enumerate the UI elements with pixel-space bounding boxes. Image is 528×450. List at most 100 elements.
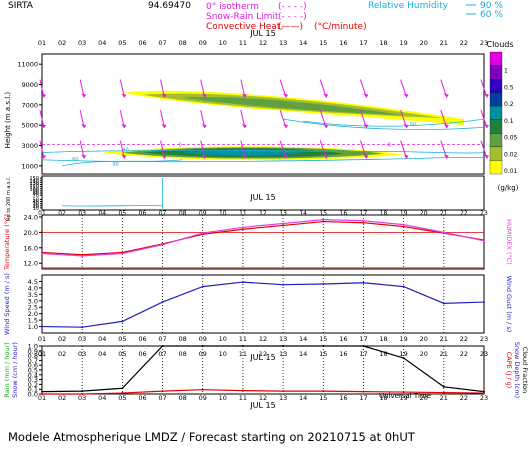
contour-label: 90	[112, 162, 118, 168]
wind-arrow-head	[241, 93, 247, 98]
wind-arrow-head	[484, 93, 489, 98]
hour-tick-label: 22	[460, 335, 468, 343]
y-axis-label-right-tertiary: Cloud Fraction	[521, 347, 528, 394]
hour-tick-label: 14	[299, 394, 307, 402]
hour-tick-label: 09	[199, 39, 207, 47]
wind-arrow-head	[81, 154, 87, 159]
date-label: JUL 15	[249, 193, 275, 202]
hour-tick-label: 07	[159, 210, 167, 217]
rh-contour	[283, 118, 485, 130]
hour-tick-label: 06	[138, 335, 146, 343]
hour-tick-label: 12	[259, 210, 267, 217]
hour-tick-label: 19	[400, 210, 408, 217]
legend-sample: (- - - -)	[278, 2, 307, 12]
rh-value: 90 %	[480, 1, 503, 11]
wind-arrow	[79, 109, 87, 129]
temperature-frame	[41, 214, 485, 270]
precip-frame	[41, 345, 485, 395]
data-point	[241, 228, 244, 231]
wind-arrow-head	[241, 124, 247, 129]
hour-tick-label: 12	[259, 335, 267, 343]
data-point	[201, 388, 204, 391]
wind-arrow-head	[41, 154, 46, 159]
data-point	[402, 391, 405, 394]
y-tick-label: 0.8	[28, 352, 38, 360]
colorbar-label: 0.02	[504, 151, 518, 158]
wind-arrow	[160, 140, 167, 159]
y-tick-label: 80	[33, 191, 39, 197]
y-tick-label: 12.0	[24, 260, 38, 268]
hour-tick-label: 11	[239, 39, 247, 47]
data-point	[121, 392, 124, 395]
hour-tick-label: 20	[420, 335, 428, 343]
hour-tick-label: 05	[118, 394, 126, 402]
legend-label: 0° isotherm	[206, 2, 259, 12]
hour-tick-label: 13	[279, 350, 287, 358]
wind-arrow	[319, 79, 329, 98]
y-tick-label: 3.5	[28, 291, 38, 299]
wind-arrow-head	[403, 93, 409, 98]
y-tick-label: 0.5	[28, 367, 38, 375]
hour-tick-label: 11	[239, 210, 247, 217]
y-tick-label: 150	[29, 176, 39, 182]
hour-tick-label: 22	[460, 394, 468, 402]
data-point	[121, 320, 124, 323]
y-axis-label-lower: Up to 200 m a.s.l.	[6, 176, 12, 221]
hour-tick-label: 19	[399, 335, 407, 343]
y-axis-label-right-secondary: Snow Depth (cm)	[513, 342, 521, 398]
surface-layer-frame	[41, 175, 485, 211]
data-point	[161, 301, 164, 304]
wind-arrow-head	[121, 124, 127, 129]
hour-tick-label: 12	[259, 394, 267, 402]
colorbar-unit: (g/kg)	[498, 184, 519, 192]
data-point	[241, 389, 244, 392]
wind-arrow	[79, 140, 87, 159]
wind-arrow	[319, 140, 329, 159]
hour-tick-label: 21	[440, 394, 448, 402]
colorbar-swatch	[489, 106, 503, 120]
wind-arrow	[200, 79, 207, 98]
y-tick-label: 3.0	[28, 297, 38, 305]
wind-arrow	[160, 79, 167, 98]
hour-tick-label: 06	[138, 394, 146, 402]
hour-tick-label: 06	[139, 210, 147, 217]
colorbar-swatch	[489, 92, 503, 107]
wind-arrow	[160, 109, 167, 129]
hour-tick-label: 02	[58, 335, 66, 343]
y-axis-label: Rain (mm / hour)	[3, 342, 11, 397]
y-axis-label: Temperature (°C)	[3, 214, 11, 271]
hour-tick-label: 14	[299, 210, 307, 217]
hour-tick-label: 22	[460, 210, 468, 217]
data-point	[81, 254, 84, 257]
wind-arrow-head	[121, 93, 127, 98]
wind-arrow	[240, 79, 247, 98]
wind-arrow	[39, 109, 46, 129]
x-axis-label: Universal Time	[379, 392, 431, 400]
hour-tick-label: 02	[58, 394, 66, 402]
hour-tick-label: 07	[158, 394, 166, 402]
hour-tick-label: 03	[78, 350, 86, 358]
wind-arrow	[119, 79, 127, 98]
y-tick-label: 30	[33, 202, 39, 208]
hour-tick-label: 10	[219, 394, 227, 402]
hour-tick-label: 01	[38, 39, 46, 47]
hour-tick-label: 03	[78, 39, 86, 47]
hour-tick-label: 23	[480, 210, 488, 217]
hour-tick-label: 19	[399, 39, 407, 47]
hour-tick-label: 15	[319, 39, 327, 47]
wind-arrow	[400, 109, 409, 129]
rh-contour	[41, 150, 485, 154]
y-tick-label: 0.4	[28, 371, 38, 379]
hour-tick-label: 14	[299, 39, 307, 47]
hour-tick-label: 15	[319, 350, 327, 358]
data-point	[161, 345, 164, 347]
data-point	[362, 281, 365, 284]
wind-arrow	[319, 109, 329, 129]
data-point	[241, 345, 244, 347]
isotherm-label: 0	[179, 143, 182, 149]
hour-tick-label: 23	[480, 39, 488, 47]
wind-arrow-head	[201, 154, 207, 159]
colorbar-label: 1	[504, 68, 508, 75]
data-point	[41, 390, 43, 393]
y-tick-label: 0.1	[28, 386, 38, 394]
